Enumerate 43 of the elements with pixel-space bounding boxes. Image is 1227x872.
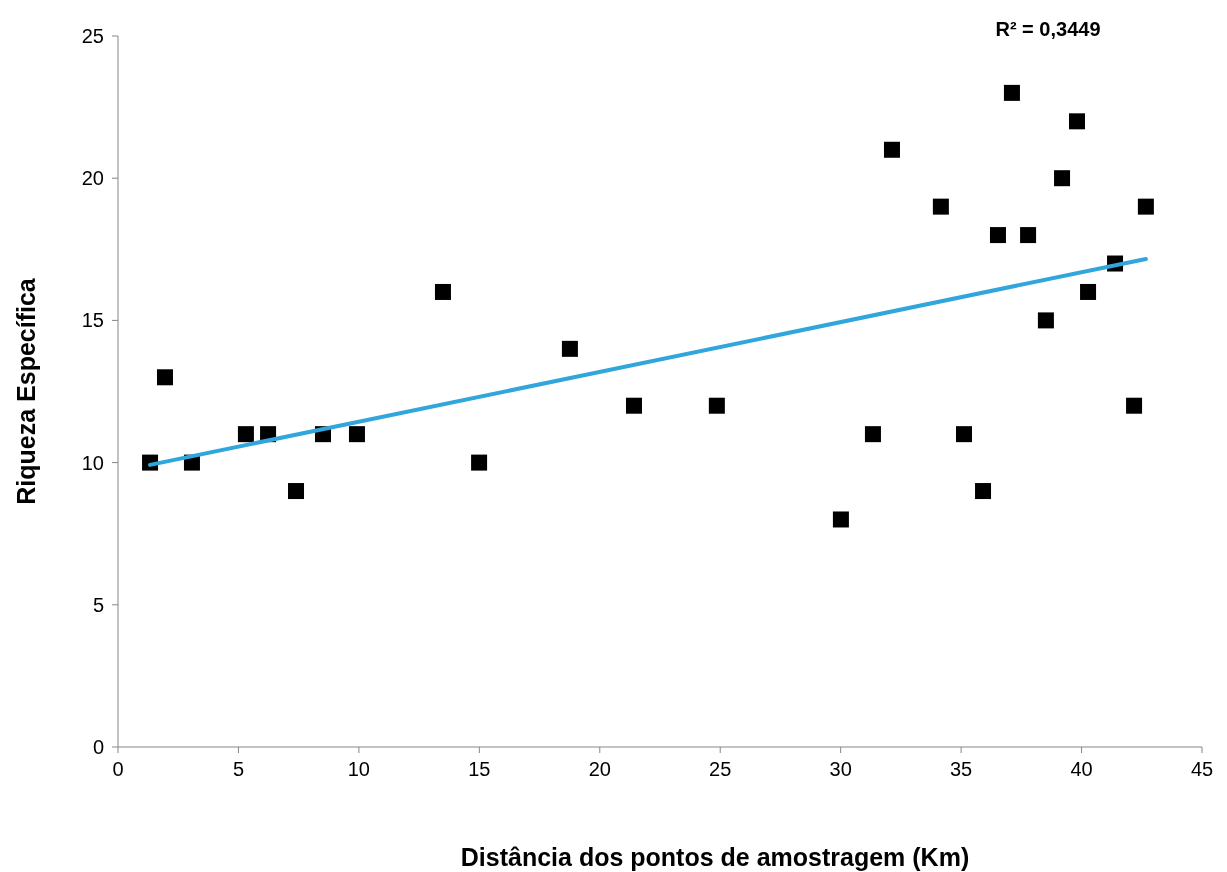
point <box>1137 198 1154 215</box>
point <box>1003 84 1020 101</box>
point <box>956 426 972 443</box>
point <box>156 369 173 386</box>
x-axis-title: Distância dos pontos de amostragem (Km) <box>460 843 970 871</box>
point <box>561 340 578 357</box>
point <box>348 426 365 443</box>
point <box>1126 397 1143 414</box>
point <box>434 283 451 300</box>
point <box>932 198 949 215</box>
x-tick-label: 0 <box>112 758 124 780</box>
point <box>708 397 725 414</box>
point <box>625 397 642 414</box>
point <box>989 227 1006 244</box>
x-tick-label: 15 <box>468 758 491 780</box>
x-tick-label: 35 <box>949 758 973 780</box>
x-tick-label: 5 <box>232 758 245 780</box>
y-tick-label: 10 <box>81 451 104 474</box>
x-tick-label: 40 <box>1070 758 1093 780</box>
x-tick-label: 45 <box>1190 758 1214 780</box>
x-tick-label: 30 <box>829 758 852 780</box>
y-tick-label: 5 <box>92 593 104 616</box>
y-tick-label: 25 <box>81 25 104 47</box>
point <box>1020 227 1037 244</box>
x-tick-label: 25 <box>709 758 732 780</box>
point <box>1068 113 1085 130</box>
point <box>1037 312 1054 329</box>
point <box>1080 283 1097 300</box>
x-tick-label: 10 <box>347 758 371 780</box>
y-tick-label: 20 <box>81 167 104 190</box>
point <box>1054 170 1071 187</box>
point <box>883 141 900 158</box>
y-tick-label: 15 <box>81 309 104 332</box>
point <box>975 483 992 500</box>
y-axis-title: Riqueza Específica <box>12 277 40 505</box>
y-tick-label: 0 <box>92 736 104 758</box>
point <box>237 426 254 443</box>
point <box>471 454 488 471</box>
point <box>864 426 881 443</box>
point <box>832 511 849 528</box>
x-tick-label: 20 <box>588 758 611 780</box>
point <box>288 483 305 500</box>
annotation: R² = 0,3449 <box>995 18 1101 40</box>
